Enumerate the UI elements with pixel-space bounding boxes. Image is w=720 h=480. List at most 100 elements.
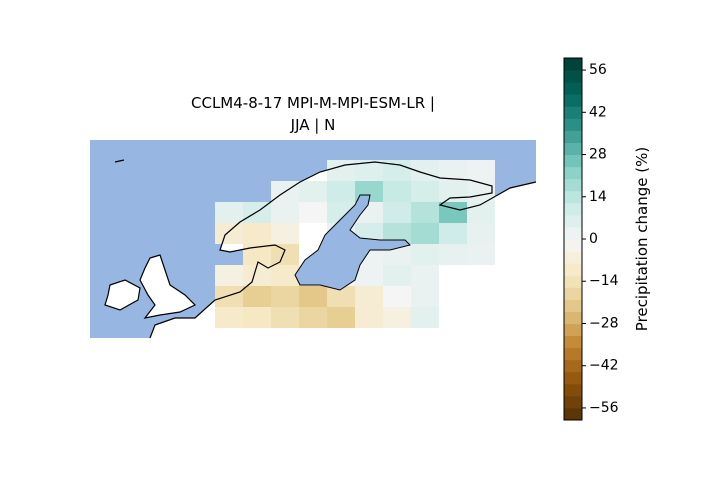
coastline [114, 159, 125, 163]
colorbar-tick-label: 28 [589, 147, 607, 163]
colorbar-tick-label: 14 [589, 189, 607, 205]
coastlines [104, 159, 537, 339]
grid-cell [411, 307, 439, 328]
grid-cell [215, 202, 243, 223]
grid-cell [383, 181, 411, 202]
coastline [149, 161, 537, 339]
colorbar-segment [564, 395, 582, 409]
colorbar-label: Precipitation change (%) [633, 147, 651, 331]
grid-cell [411, 202, 439, 223]
colorbar-segment [564, 323, 582, 337]
grid-cell [439, 202, 467, 223]
colorbar-tick-label: −14 [589, 273, 619, 289]
grid-cell [299, 202, 327, 223]
colorbar-segment [564, 142, 582, 156]
grid-cell [215, 265, 243, 286]
grid-cell [383, 160, 411, 181]
grid-cell [271, 202, 299, 223]
colorbar-segment [564, 311, 582, 324]
grid-cell [243, 265, 271, 286]
grid-cell [355, 307, 383, 328]
title-line: CCLM4-8-17 MPI-M-MPI-ESM-LR | [191, 94, 435, 112]
colorbar-segment [564, 82, 582, 95]
colorbar-segment [564, 130, 582, 143]
colorbar-segment [564, 118, 582, 131]
grid-cell [243, 307, 271, 328]
colorbar-segment [564, 251, 582, 264]
grid-cell [327, 181, 355, 202]
grid-cell [243, 244, 271, 265]
grid-cell [271, 307, 299, 328]
colorbar-segment [564, 239, 582, 252]
colorbar-tick-label: −42 [589, 358, 619, 374]
grid-cell [383, 265, 411, 286]
colorbar-segment [564, 371, 582, 385]
colorbar-segment [564, 106, 582, 119]
grid-cell [243, 286, 271, 307]
colorbar-segment [564, 226, 582, 240]
grid-cell [467, 223, 495, 244]
grid-cell [271, 244, 299, 265]
grid-cell [411, 223, 439, 244]
colorbar-segment [564, 287, 582, 300]
grid-cell [439, 223, 467, 244]
grid-cell [383, 202, 411, 223]
colorbar-segment [564, 190, 582, 204]
title-line: JJA | N [290, 116, 336, 134]
map [90, 140, 537, 339]
grid-cell [271, 223, 299, 244]
grid-cell [299, 307, 327, 328]
grid-cell [467, 244, 495, 265]
grid-cell [271, 286, 299, 307]
grid-cell [439, 160, 467, 181]
colorbar-tick-label: 42 [589, 104, 607, 120]
land-ireland [105, 280, 140, 310]
grid-cell [243, 223, 271, 244]
colorbar-segment [564, 299, 582, 312]
colorbar-segment [564, 58, 582, 71]
grid-cell [383, 307, 411, 328]
colorbar-segment [564, 166, 582, 180]
colorbar-segment [564, 335, 582, 349]
grid-cell [327, 307, 355, 328]
colorbar-tick-label: 56 [589, 62, 607, 78]
grid-cell [327, 286, 355, 307]
grid-cell [411, 244, 439, 265]
colorbar-segment [564, 154, 582, 168]
grid-cell [271, 265, 299, 286]
grid-cell [327, 160, 355, 181]
grid-cell [383, 286, 411, 307]
colorbar-segment [564, 178, 582, 192]
colorbar-segment [564, 383, 582, 397]
colorbar-segment [564, 94, 582, 107]
grid-cell [439, 181, 467, 202]
grid-cell [355, 286, 383, 307]
grid-cell [215, 223, 243, 244]
grid-cell [467, 160, 495, 181]
colorbar-segment [564, 263, 582, 276]
colorbar-segment [564, 202, 582, 216]
colorbar-tick-label: 0 [589, 231, 598, 247]
colorbar-segment [564, 275, 582, 288]
grid-cell [411, 181, 439, 202]
grid-cell [355, 160, 383, 181]
grid-cell [439, 244, 467, 265]
grid-cell [299, 286, 327, 307]
colorbar-segment [564, 407, 582, 421]
coastline [104, 279, 141, 311]
grid-cell [215, 307, 243, 328]
colorbar-segment [564, 347, 582, 361]
baltic-sea [294, 194, 411, 291]
grid-cell [383, 223, 411, 244]
grid-cell [355, 265, 383, 286]
grid-cell [411, 286, 439, 307]
grid-cell [299, 181, 327, 202]
colorbar-segment [564, 70, 582, 83]
grid-cell [467, 202, 495, 223]
grid-cell [411, 265, 439, 286]
colorbar-tick-label: −28 [589, 315, 619, 331]
grid-cell [215, 286, 243, 307]
colorbar-segment [564, 214, 582, 228]
colorbar-tick-label: −56 [589, 400, 619, 416]
